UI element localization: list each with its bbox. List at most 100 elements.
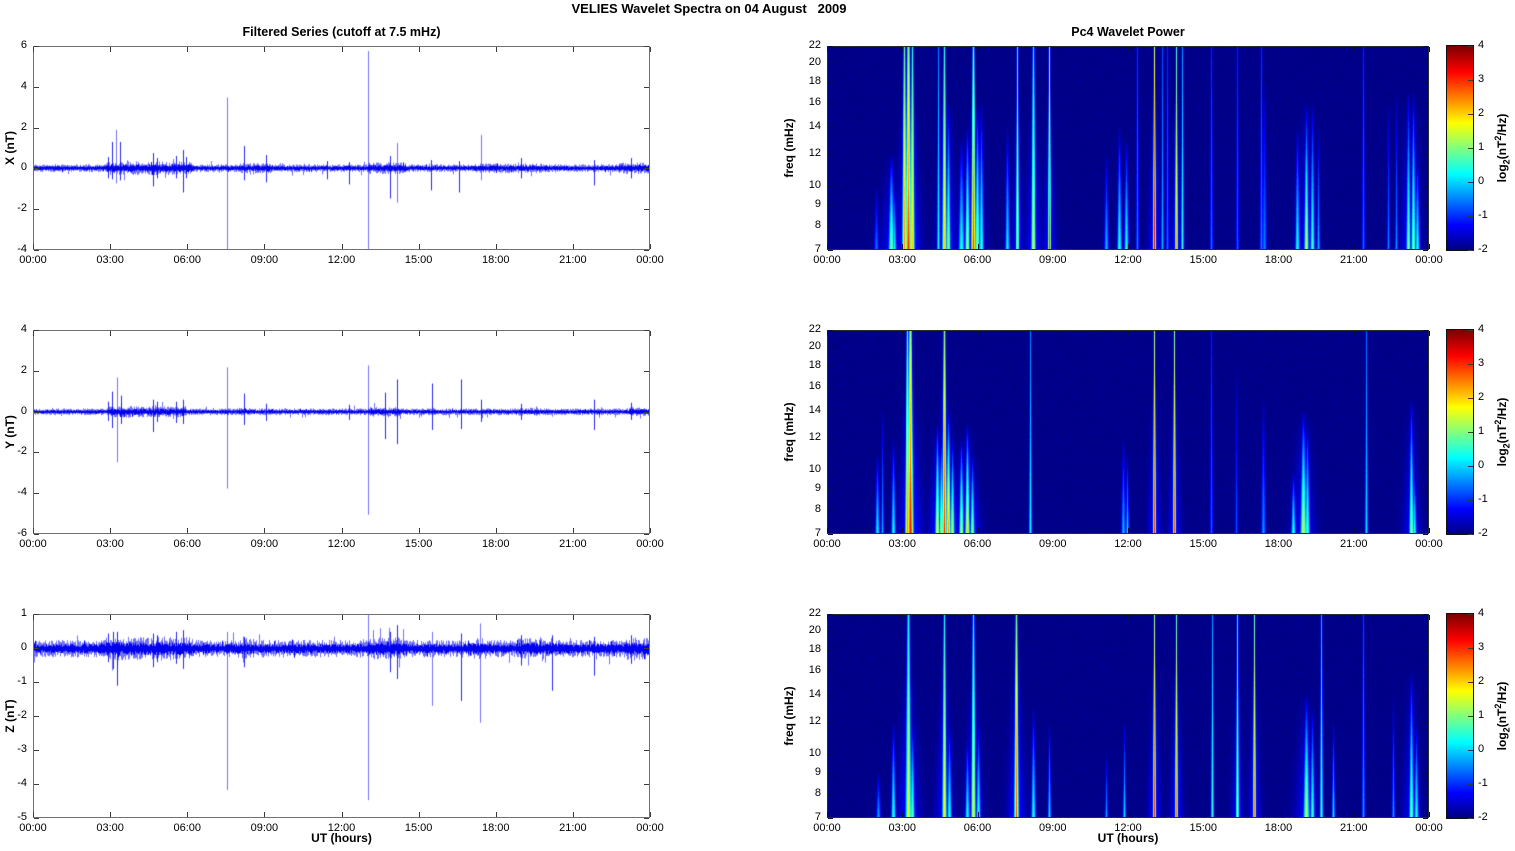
y-tick-mark <box>828 330 833 331</box>
y-tick-label: 12 <box>808 430 821 443</box>
y-tick-mark <box>644 127 649 129</box>
x-tick-mark <box>1128 331 1129 336</box>
x-tick-mark <box>341 528 343 533</box>
x-tick-mark <box>33 331 34 336</box>
colorbar-tick-mark <box>1468 250 1473 251</box>
colorbar-tick-label: -1 <box>1478 493 1488 505</box>
y-tick-label: 0 <box>20 404 27 417</box>
y-tick-mark <box>1423 721 1428 723</box>
x-tick-mark <box>977 244 979 249</box>
x-tick-label: 18:00 <box>481 822 510 834</box>
y-tick-mark <box>1423 489 1428 491</box>
y-tick-mark <box>34 682 39 683</box>
x-tick-mark <box>650 47 651 52</box>
x-tick-mark <box>902 331 904 336</box>
y-tick-mark <box>1423 649 1428 651</box>
y-tick-mark <box>828 386 833 388</box>
colorbar-tick-mark <box>1468 534 1473 535</box>
y-tick-mark <box>1423 186 1428 188</box>
y-tick-mark <box>1423 226 1428 228</box>
y-tick-mark <box>1423 818 1428 819</box>
x-tick-mark <box>264 244 266 249</box>
x-tick-mark <box>418 331 420 336</box>
x-tick-label: 21:00 <box>1339 254 1368 266</box>
x-tick-mark <box>977 615 979 620</box>
y-tick-mark <box>828 670 833 672</box>
x-tick-mark <box>264 812 266 817</box>
z-wavelet-heatmap-canvas <box>828 615 1428 817</box>
x-tick-mark <box>110 812 112 817</box>
x-tick-mark <box>341 615 343 620</box>
x-tick-mark <box>1052 615 1054 620</box>
y-tick-label: -5 <box>17 811 27 823</box>
y-tick-mark <box>34 648 39 649</box>
x-tick-label: 00:00 <box>636 822 664 834</box>
x-axis-label-left: UT (hours) <box>311 831 372 845</box>
y-tick-mark <box>828 489 833 491</box>
panel-y-wavelet-spectrogram <box>827 330 1429 534</box>
x-tick-mark <box>1429 615 1430 620</box>
y-tick-mark <box>34 127 39 129</box>
x-tick-mark <box>1429 528 1430 533</box>
x-tick-mark <box>1353 244 1355 249</box>
x-tick-mark <box>650 331 651 336</box>
y-tick-mark <box>828 534 833 535</box>
y-tick-label: 20 <box>808 55 821 68</box>
colorbar-tick-mark <box>1468 750 1473 751</box>
y-tick-label: -2 <box>17 709 27 721</box>
x-tick-mark <box>650 812 651 817</box>
y-tick-mark <box>34 493 39 495</box>
colorbar-tick-mark <box>1468 784 1473 785</box>
x-tick-label: 00:00 <box>636 538 664 550</box>
y-tick-mark <box>828 470 833 472</box>
colorbar-tick-label: 2 <box>1478 391 1485 403</box>
x-tick-mark <box>827 331 828 336</box>
x-tick-mark <box>495 47 497 52</box>
panel-z-timeseries <box>33 614 650 818</box>
x-tick-mark <box>650 615 651 620</box>
x-tick-mark <box>650 528 651 533</box>
x-tick-mark <box>572 615 574 620</box>
colorbar-tick-label: 3 <box>1478 73 1485 85</box>
x-tick-mark <box>264 331 266 336</box>
y-tick-mark <box>1423 470 1428 472</box>
x-tick-label: 00:00 <box>813 822 841 834</box>
y-tick-mark <box>1423 81 1428 83</box>
y-tick-label: 22 <box>808 607 821 619</box>
y-tick-label: 16 <box>808 663 821 676</box>
y-tick-label: 4 <box>20 323 27 335</box>
x-tick-label: 15:00 <box>1189 538 1218 550</box>
x-tick-mark <box>1353 47 1355 52</box>
x-tick-mark <box>977 331 979 336</box>
y-tick-mark <box>1423 694 1428 696</box>
x-tick-label: 21:00 <box>1339 822 1368 834</box>
x-tick-mark <box>572 331 574 336</box>
y-tick-mark <box>1423 534 1428 535</box>
y-tick-mark <box>1423 153 1428 155</box>
x-tick-mark <box>1429 47 1430 52</box>
y-tick-mark <box>1423 126 1428 128</box>
y-wavelet-heatmap-canvas <box>828 331 1428 533</box>
x-tick-label: 00:00 <box>19 538 47 550</box>
x-tick-label: 09:00 <box>250 538 279 550</box>
x-tick-label: 06:00 <box>963 254 992 266</box>
y-tick-mark <box>1423 46 1428 47</box>
y-tick-mark <box>1423 346 1428 348</box>
colorbar-tick-label: -1 <box>1478 777 1488 789</box>
y-tick-label: 7 <box>814 527 821 539</box>
colorbar-tick-label: 0 <box>1478 743 1485 755</box>
x-tick-label: 00:00 <box>19 254 47 266</box>
x-tick-label: 12:00 <box>1114 254 1142 266</box>
y-tick-mark <box>34 330 39 331</box>
panel-x-timeseries <box>33 46 650 250</box>
z-timeseries-canvas <box>34 615 649 817</box>
y-tick-mark <box>1423 205 1428 207</box>
y-tick-mark <box>828 81 833 83</box>
x-tick-mark <box>187 47 189 52</box>
x-tick-mark <box>341 812 343 817</box>
y-tick-mark <box>1423 794 1428 796</box>
y-tick-mark <box>1423 330 1428 331</box>
y-tick-mark <box>644 648 649 649</box>
y-tick-label: 10 <box>808 179 821 192</box>
y-tick-mark <box>1423 437 1428 439</box>
